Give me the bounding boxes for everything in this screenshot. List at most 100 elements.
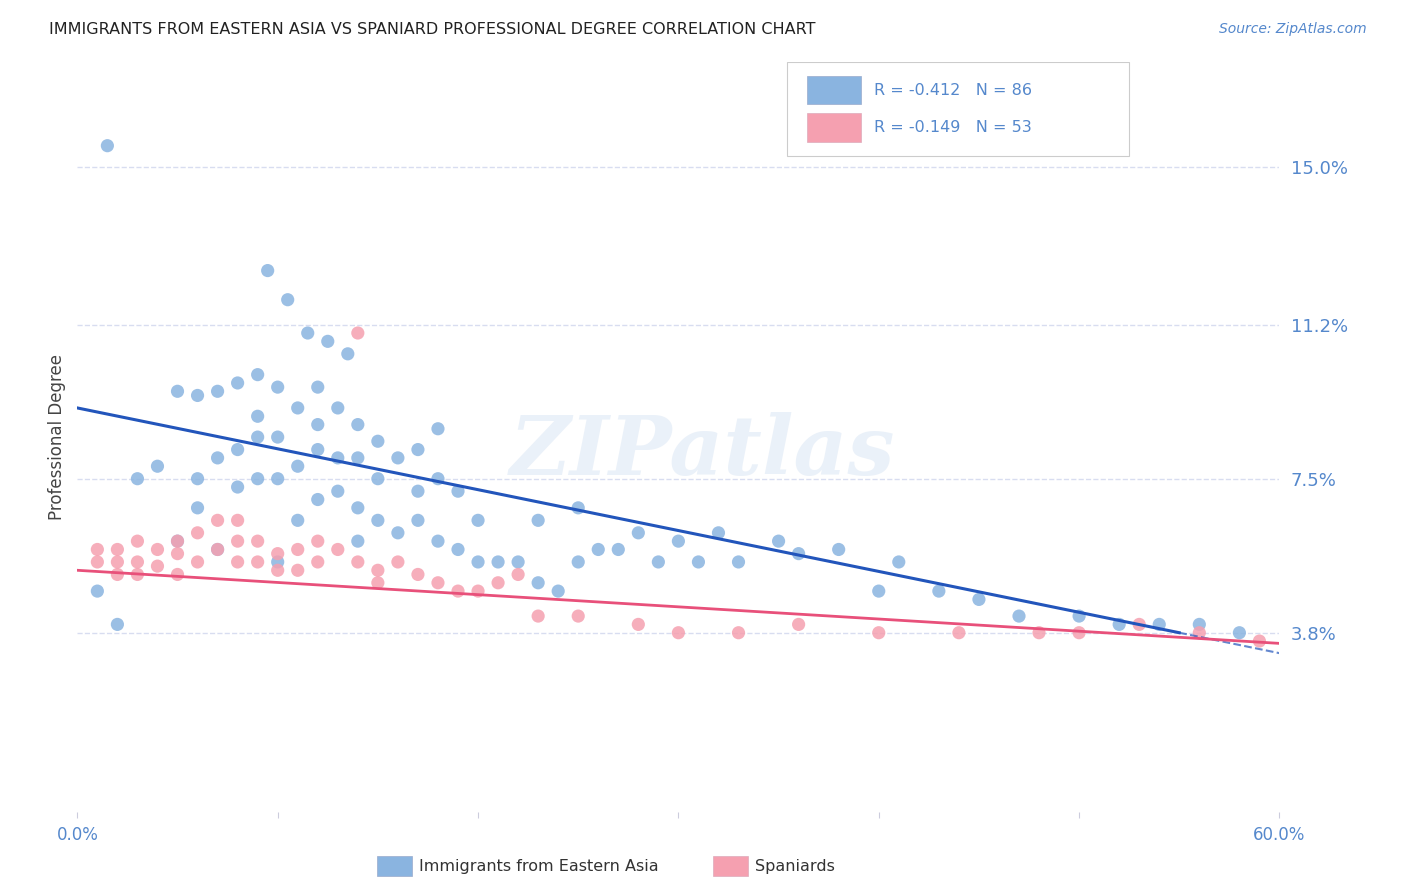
Point — [107, 555, 129, 569]
Point — [127, 567, 149, 582]
Point — [707, 525, 730, 540]
Point — [547, 584, 569, 599]
Point — [447, 542, 470, 557]
Point — [406, 484, 429, 499]
Point — [367, 434, 389, 449]
Point — [316, 334, 339, 349]
Point — [1188, 617, 1211, 632]
Point — [267, 547, 290, 561]
Point — [868, 584, 890, 599]
Point — [127, 534, 149, 549]
Point — [267, 430, 290, 444]
Point — [627, 617, 650, 632]
Point — [297, 326, 319, 340]
Point — [287, 401, 309, 415]
Point — [277, 293, 299, 307]
Point — [207, 513, 229, 527]
Point — [1069, 609, 1091, 624]
Point — [207, 450, 229, 465]
Point — [1229, 625, 1251, 640]
Point — [427, 422, 450, 436]
Point — [467, 513, 489, 527]
Point — [307, 417, 329, 432]
Point — [326, 542, 349, 557]
Point — [567, 500, 589, 515]
Point — [1008, 609, 1031, 624]
Point — [307, 492, 329, 507]
Point — [226, 442, 249, 457]
Point — [146, 542, 169, 557]
Point — [486, 575, 509, 590]
Point — [588, 542, 610, 557]
Point — [86, 555, 108, 569]
Point — [226, 555, 249, 569]
Point — [467, 555, 489, 569]
Point — [287, 459, 309, 474]
Point — [387, 450, 409, 465]
Point — [928, 584, 950, 599]
Point — [567, 609, 589, 624]
FancyBboxPatch shape — [807, 113, 860, 142]
Point — [307, 555, 329, 569]
Point — [307, 534, 329, 549]
Point — [347, 417, 370, 432]
Point — [96, 138, 118, 153]
Point — [787, 617, 810, 632]
Point — [367, 563, 389, 577]
Point — [668, 534, 690, 549]
Point — [246, 472, 269, 486]
Point — [467, 584, 489, 599]
Point — [326, 484, 349, 499]
Point — [86, 542, 108, 557]
FancyBboxPatch shape — [807, 76, 860, 104]
Point — [967, 592, 990, 607]
Point — [406, 513, 429, 527]
Point — [107, 567, 129, 582]
Text: IMMIGRANTS FROM EASTERN ASIA VS SPANIARD PROFESSIONAL DEGREE CORRELATION CHART: IMMIGRANTS FROM EASTERN ASIA VS SPANIARD… — [49, 22, 815, 37]
Point — [727, 555, 749, 569]
Point — [256, 263, 278, 277]
Point — [166, 534, 188, 549]
Point — [948, 625, 970, 640]
Point — [166, 547, 188, 561]
Point — [287, 513, 309, 527]
Point — [347, 534, 370, 549]
Point — [347, 500, 370, 515]
Text: R = -0.412   N = 86: R = -0.412 N = 86 — [875, 83, 1032, 97]
Point — [347, 555, 370, 569]
Point — [226, 534, 249, 549]
Point — [287, 563, 309, 577]
Point — [166, 384, 188, 399]
Point — [406, 567, 429, 582]
Point — [447, 584, 470, 599]
Point — [1069, 625, 1091, 640]
Point — [1128, 617, 1150, 632]
Point — [647, 555, 669, 569]
Point — [246, 430, 269, 444]
Point — [768, 534, 790, 549]
Point — [1028, 625, 1050, 640]
Point — [246, 534, 269, 549]
Point — [727, 625, 749, 640]
Point — [166, 534, 188, 549]
Text: ZIPatlas: ZIPatlas — [510, 412, 896, 492]
Point — [307, 442, 329, 457]
Point — [246, 368, 269, 382]
Point — [527, 575, 550, 590]
Point — [668, 625, 690, 640]
Point — [326, 450, 349, 465]
Point — [607, 542, 630, 557]
Point — [508, 567, 530, 582]
Point — [127, 472, 149, 486]
Point — [226, 480, 249, 494]
Point — [868, 625, 890, 640]
Point — [267, 563, 290, 577]
Point — [207, 384, 229, 399]
Point — [246, 555, 269, 569]
Point — [207, 542, 229, 557]
Point — [627, 525, 650, 540]
Point — [246, 409, 269, 424]
Point — [267, 555, 290, 569]
Point — [86, 584, 108, 599]
Point — [347, 326, 370, 340]
